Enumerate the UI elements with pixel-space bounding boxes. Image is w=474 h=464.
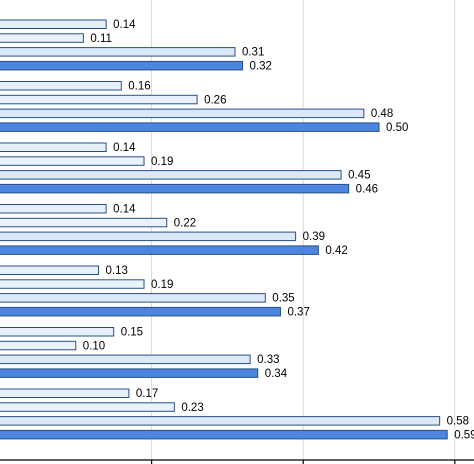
gridlines <box>151 0 456 460</box>
bar <box>0 402 175 412</box>
bar <box>0 245 319 255</box>
data-label: 0.10 <box>83 340 105 352</box>
bar <box>0 265 100 275</box>
bar <box>0 354 251 365</box>
data-label: 0.22 <box>174 217 196 229</box>
bar <box>0 217 168 228</box>
bar <box>0 293 266 303</box>
data-label: 0.33 <box>257 354 279 366</box>
bar <box>0 108 365 119</box>
bar <box>0 170 342 180</box>
data-label: 0.23 <box>181 402 203 414</box>
bar <box>0 47 236 57</box>
data-label: 0.39 <box>303 231 325 243</box>
data-label: 0.42 <box>325 245 347 257</box>
bar <box>0 122 380 132</box>
data-label: 0.48 <box>371 108 393 120</box>
bar <box>0 388 130 398</box>
data-labels: 0.140.110.310.320.160.260.480.500.140.19… <box>83 19 474 441</box>
data-label: 0.37 <box>287 306 309 318</box>
bars <box>0 19 448 440</box>
bar <box>0 204 107 214</box>
bar <box>0 327 115 337</box>
bar <box>0 19 107 29</box>
data-label: 0.14 <box>113 19 136 31</box>
bar <box>0 429 448 440</box>
data-label: 0.26 <box>204 94 226 106</box>
x-axis <box>0 459 474 464</box>
bar <box>0 81 122 91</box>
data-label: 0.31 <box>242 47 264 59</box>
bar <box>0 279 145 289</box>
bar <box>0 94 198 105</box>
data-label: 0.17 <box>136 388 158 400</box>
data-label: 0.19 <box>151 156 173 168</box>
bar <box>0 416 441 426</box>
data-label: 0.14 <box>113 204 136 216</box>
data-label: 0.35 <box>272 293 294 305</box>
data-label: 0.15 <box>121 327 143 339</box>
bar <box>0 142 107 152</box>
bar <box>0 231 297 242</box>
data-label: 0.11 <box>90 33 112 45</box>
bar <box>0 183 350 194</box>
data-label: 0.32 <box>250 60 272 72</box>
data-label: 0.34 <box>265 368 288 380</box>
bar <box>0 340 77 351</box>
bar <box>0 306 281 317</box>
bar <box>0 156 145 166</box>
bar <box>0 368 259 378</box>
bar <box>0 60 244 71</box>
data-label: 0.13 <box>106 265 128 277</box>
data-label: 0.59 <box>454 429 474 441</box>
data-label: 0.50 <box>386 122 408 134</box>
data-label: 0.58 <box>447 416 469 428</box>
data-label: 0.16 <box>128 81 150 93</box>
data-label: 0.46 <box>356 183 378 195</box>
bar <box>0 33 84 43</box>
data-label: 0.45 <box>348 170 370 182</box>
data-label: 0.14 <box>113 142 136 154</box>
data-label: 0.19 <box>151 279 173 291</box>
